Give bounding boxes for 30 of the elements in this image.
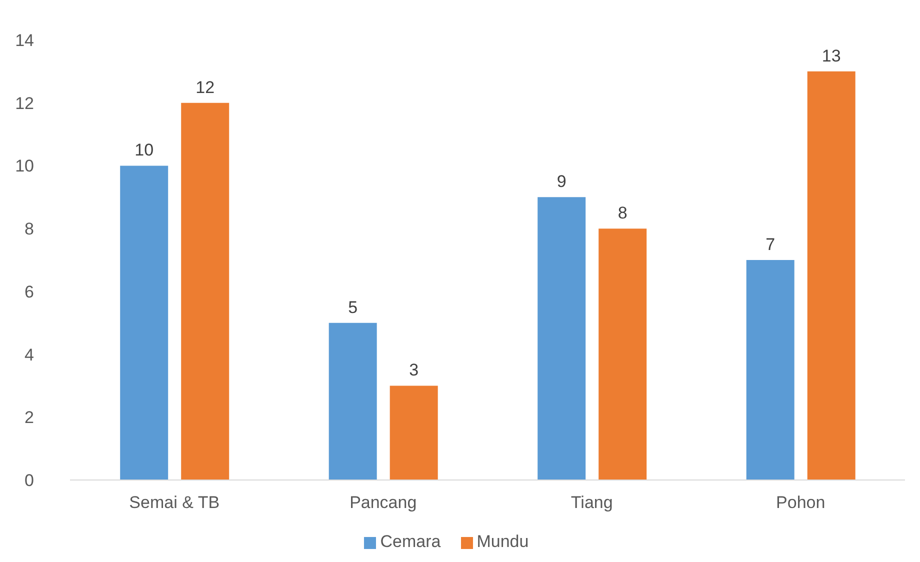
bar (807, 71, 856, 480)
bar (538, 197, 586, 480)
bar (390, 386, 438, 480)
data-label: 9 (556, 172, 566, 192)
x-tick-label: Pancang (350, 493, 417, 512)
x-tick-label: Semai & TB (129, 493, 220, 512)
data-label: 12 (196, 78, 215, 97)
y-tick-label: 4 (24, 345, 34, 364)
data-label: 5 (348, 298, 358, 317)
bar (598, 228, 647, 480)
y-tick-label: 14 (15, 31, 34, 50)
data-label: 3 (409, 360, 419, 380)
legend-label: Mundu (476, 532, 529, 551)
y-tick-label: 6 (24, 282, 34, 302)
data-label: 8 (618, 204, 628, 223)
bar (328, 322, 377, 480)
y-tick-label: 10 (15, 156, 34, 176)
bar (181, 102, 230, 480)
x-tick-label: Tiang (570, 493, 613, 512)
data-label: 13 (822, 46, 841, 66)
y-tick-label: 2 (24, 408, 34, 428)
y-tick-label: 12 (15, 94, 34, 113)
x-tick-label: Pohon (776, 493, 826, 512)
y-tick-label: 0 (24, 471, 34, 490)
bar (120, 166, 168, 480)
data-label: 7 (766, 235, 776, 254)
y-tick-label: 8 (24, 220, 34, 239)
bar (746, 260, 794, 480)
legend-label: Cemara (380, 532, 441, 551)
data-label: 10 (134, 140, 154, 160)
